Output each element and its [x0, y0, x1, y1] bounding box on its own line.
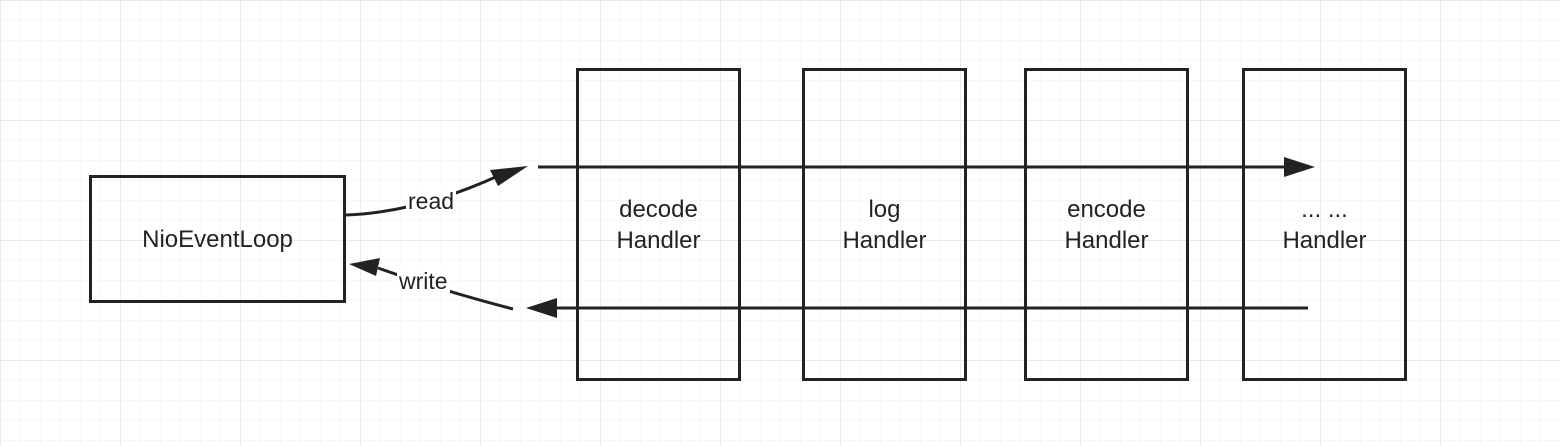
more-handler-box: ... ... Handler — [1242, 68, 1407, 381]
encode-handler-line2: Handler — [1064, 226, 1149, 254]
encode-handler-box: encode Handler — [1024, 68, 1189, 381]
log-handler-line2: Handler — [842, 226, 927, 254]
decode-handler-line1: decode — [619, 195, 698, 223]
read-label: read — [406, 188, 457, 214]
decode-handler-box: decode Handler — [576, 68, 741, 381]
more-handler-line2: Handler — [1282, 226, 1367, 254]
nio-event-loop-box: NioEventLoop — [89, 175, 346, 303]
nio-event-loop-label: NioEventLoop — [142, 225, 293, 253]
outbound-arrowhead — [526, 298, 557, 318]
write-label: write — [397, 268, 450, 294]
write-arrowhead — [349, 258, 380, 276]
read-arrowhead — [490, 166, 528, 186]
more-handler-line1: ... ... — [1301, 195, 1348, 223]
inbound-arrowhead — [1284, 157, 1315, 177]
log-handler-box: log Handler — [802, 68, 967, 381]
encode-handler-line1: encode — [1067, 195, 1146, 223]
log-handler-line1: log — [868, 195, 901, 223]
decode-handler-line2: Handler — [616, 226, 701, 254]
